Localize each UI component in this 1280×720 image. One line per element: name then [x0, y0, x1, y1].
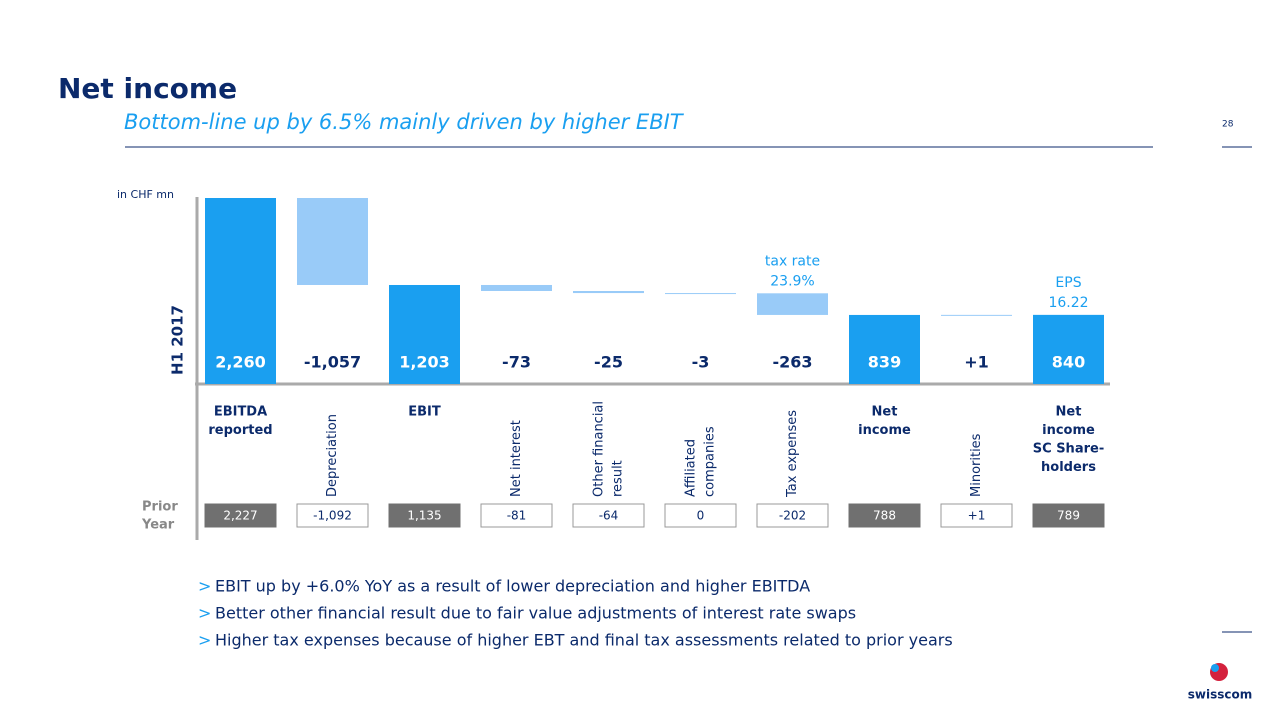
value-label: +1	[964, 353, 989, 372]
category-label: Affiliated	[684, 439, 699, 497]
period-label: H1 2017	[169, 305, 187, 375]
annotation: tax rate	[765, 253, 820, 269]
category-label: SC Share-	[1033, 442, 1104, 457]
prior-year-box	[664, 503, 737, 528]
prior-year-value: 2,227	[223, 509, 257, 523]
prior-year-label: Prior	[142, 500, 178, 515]
category-label: holders	[1041, 460, 1096, 475]
prior-year-box	[572, 503, 645, 528]
bullet-text: Higher tax expenses because of higher EB…	[215, 631, 953, 650]
bullet-marker: >	[198, 604, 211, 623]
bar	[297, 198, 368, 285]
category-label: EBIT	[408, 405, 441, 420]
prior-year-box	[480, 503, 553, 528]
category-label: Net	[1056, 405, 1082, 420]
prior-year-value: 0	[697, 509, 705, 523]
prior-year-value: -202	[779, 509, 806, 523]
category-label: Net interest	[509, 420, 524, 497]
value-label: -25	[594, 353, 623, 372]
value-label: -263	[772, 353, 812, 372]
annotation: EPS	[1055, 275, 1081, 291]
category-label: Minorities	[969, 433, 984, 497]
category-label: Other financial	[592, 401, 607, 497]
prior-year-box	[388, 503, 461, 528]
bullet-text: Better other financial result due to fai…	[215, 604, 856, 623]
page-number: 28	[1222, 120, 1234, 130]
logo: swisscom	[1188, 663, 1253, 702]
category-label: income	[1042, 423, 1095, 438]
category-label: income	[858, 423, 911, 438]
value-label: -73	[502, 353, 531, 372]
bar	[389, 284, 460, 384]
prior-year-value: 1,135	[407, 509, 441, 523]
prior-year-box	[204, 503, 277, 528]
bar	[205, 198, 276, 384]
prior-year-box	[296, 503, 369, 528]
slide-title: Net income	[58, 72, 237, 105]
value-label: 2,260	[215, 353, 266, 372]
category-label: EBITDA	[214, 405, 267, 420]
bar	[665, 293, 736, 295]
slide-subtitle: Bottom-line up by 6.5% mainly driven by …	[124, 110, 685, 134]
bullet-marker: >	[198, 631, 211, 650]
prior-year-value: -64	[599, 509, 619, 523]
value-label: 1,203	[399, 353, 450, 372]
prior-year-box	[848, 503, 921, 528]
value-label: 839	[868, 353, 901, 372]
value-label: 840	[1052, 353, 1085, 372]
category-label: companies	[703, 426, 718, 497]
logo-text: swisscom	[1188, 688, 1253, 702]
prior-year-label: Year	[141, 518, 175, 533]
bar	[573, 291, 644, 294]
bar	[849, 314, 920, 384]
bar	[1033, 314, 1104, 384]
bar	[757, 293, 828, 315]
bullet-text: EBIT up by +6.0% YoY as a result of lowe…	[215, 577, 810, 596]
prior-year-value: -81	[507, 509, 527, 523]
category-label: Net	[872, 405, 898, 420]
prior-year-box	[940, 503, 1013, 528]
prior-year-value: 788	[873, 509, 896, 523]
prior-year-value: -1,092	[313, 509, 352, 523]
prior-year-value: +1	[968, 509, 986, 523]
annotation: 16.22	[1048, 295, 1088, 311]
value-label: -1,057	[304, 353, 361, 372]
category-label: Tax expenses	[785, 410, 800, 498]
prior-year-box	[756, 503, 829, 528]
value-label: -3	[692, 353, 710, 372]
category-label: result	[611, 460, 626, 497]
category-label: Depreciation	[325, 414, 340, 497]
category-label: reported	[208, 423, 272, 438]
bullet-marker: >	[198, 577, 211, 596]
unit-label: in CHF mn	[117, 188, 174, 201]
prior-year-value: 789	[1057, 509, 1080, 523]
annotation: 23.9%	[770, 273, 814, 289]
bar	[481, 284, 552, 291]
logo-mark	[1211, 664, 1219, 672]
bar	[941, 314, 1012, 316]
prior-year-box	[1032, 503, 1105, 528]
